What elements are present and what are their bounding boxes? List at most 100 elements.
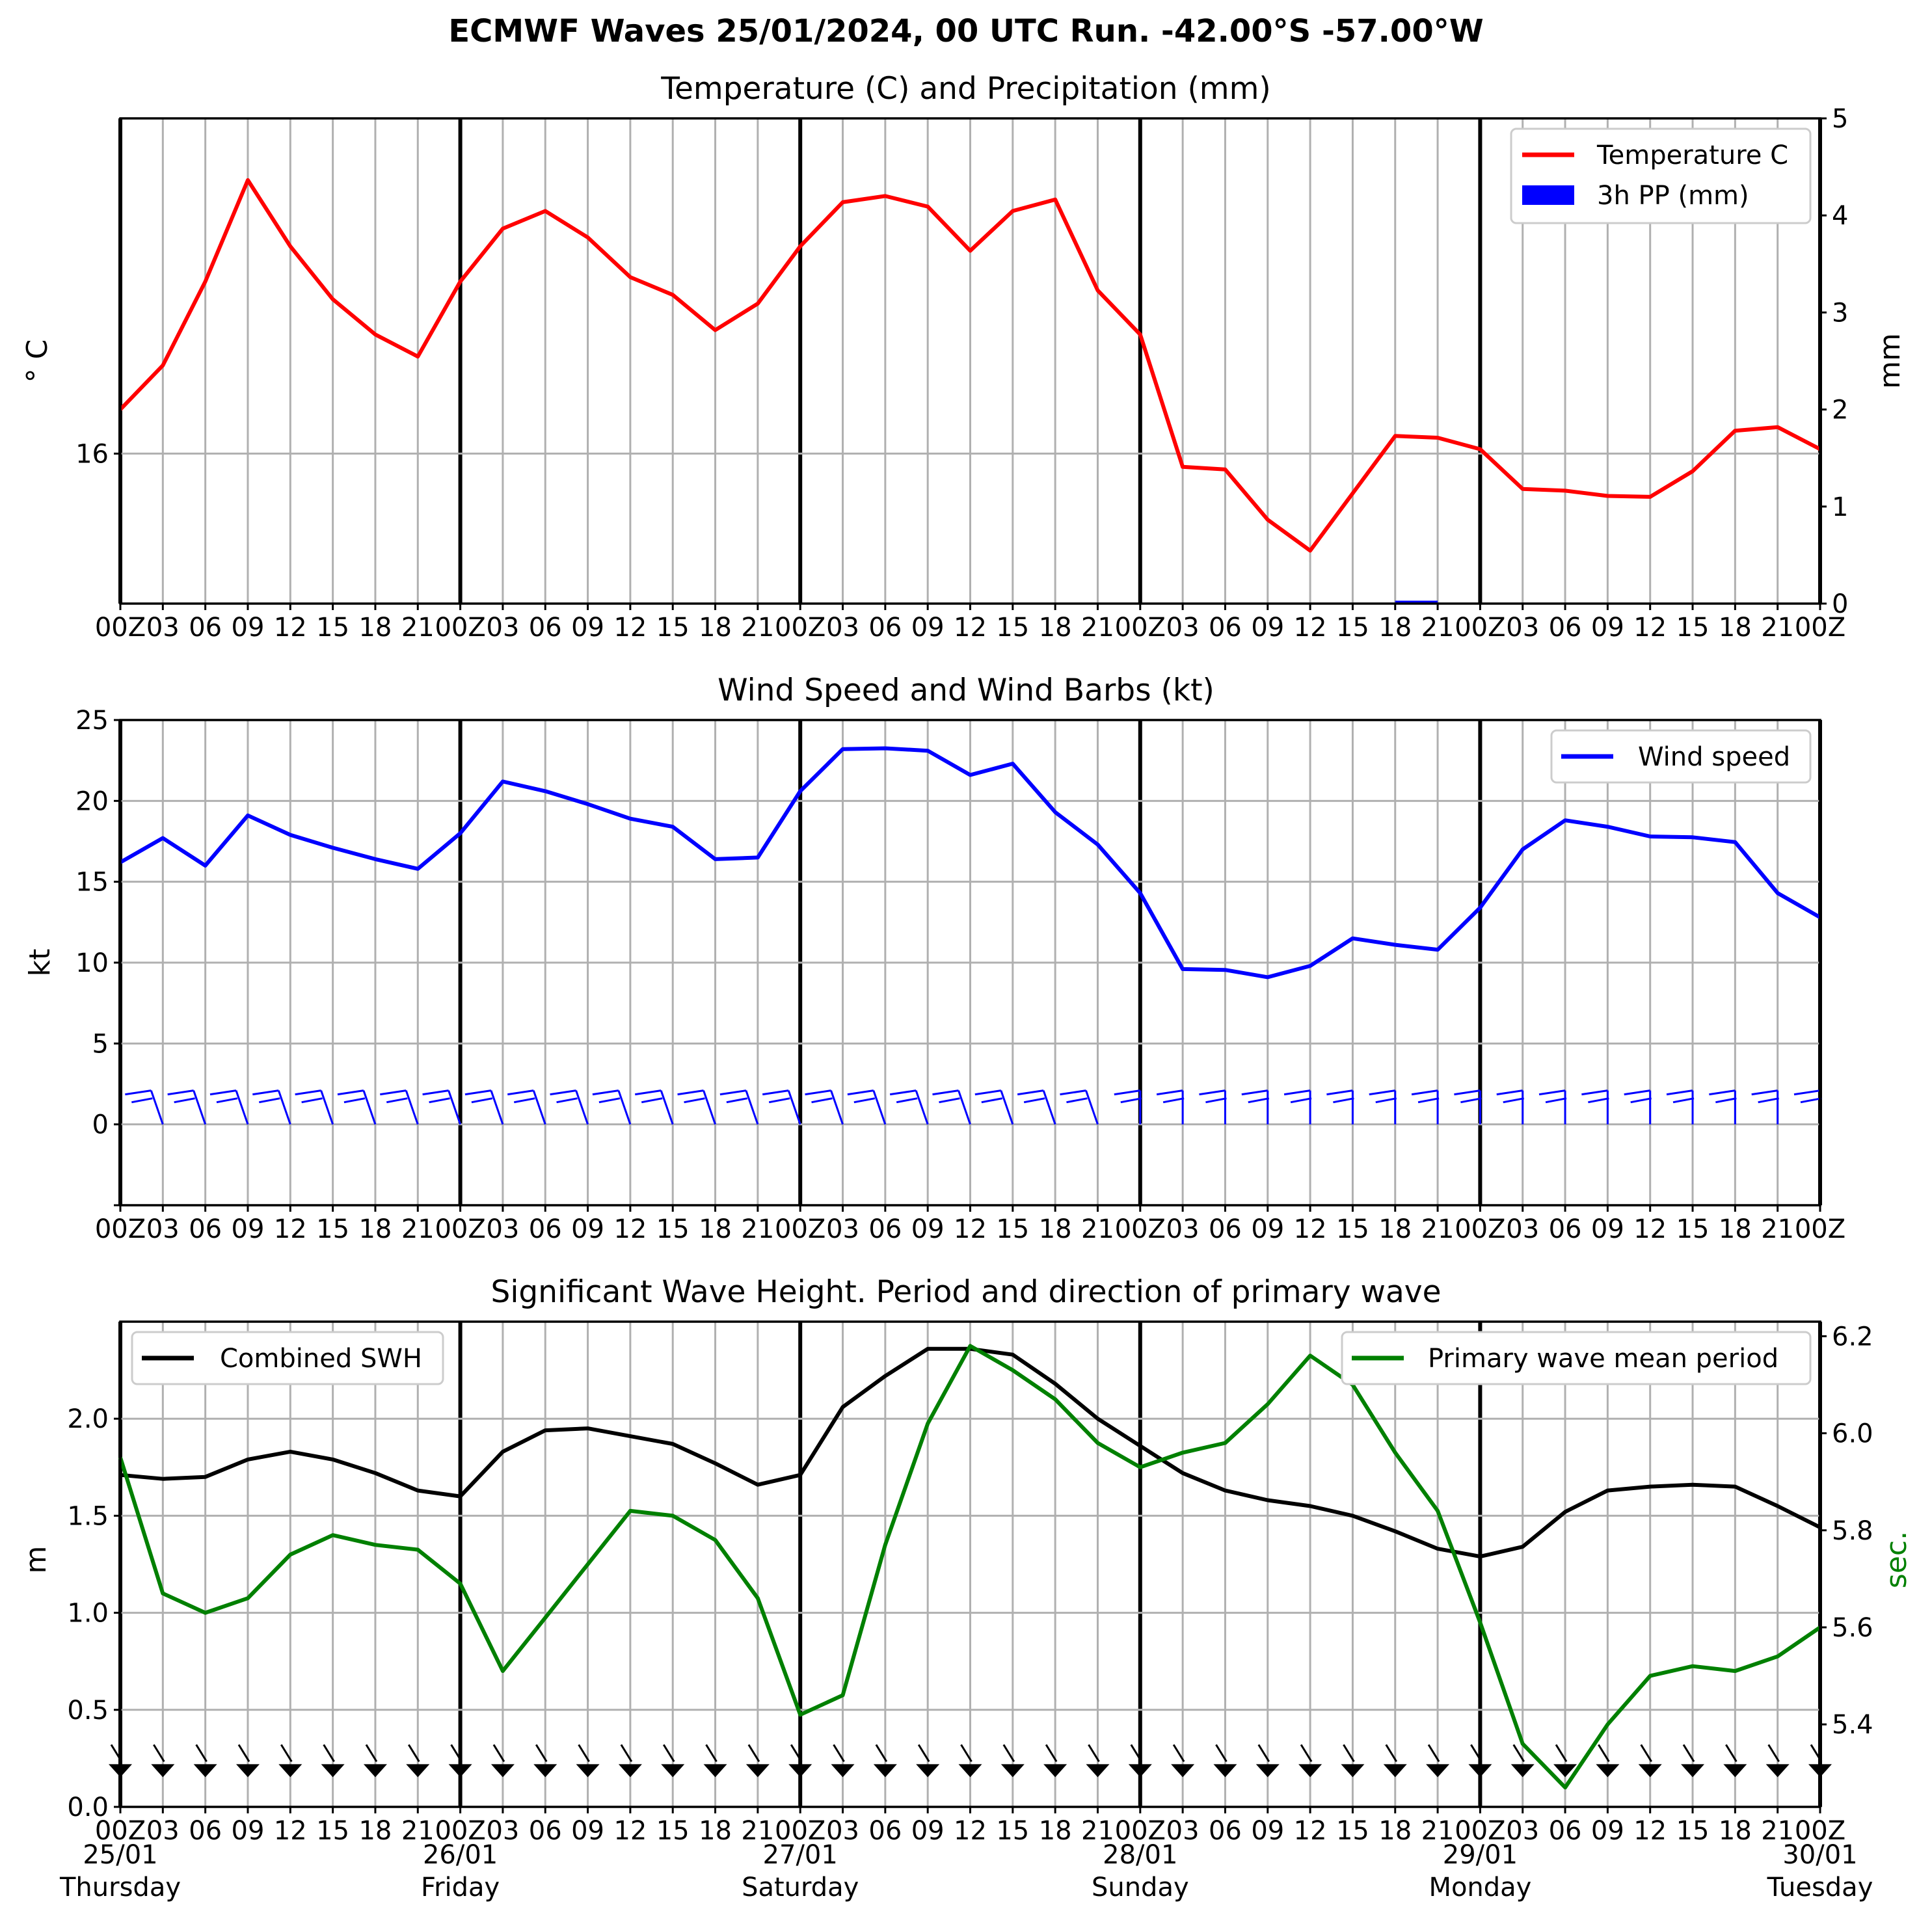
x-tick-label: 03 <box>486 613 519 643</box>
wind-barb <box>1581 1089 1608 1096</box>
arrow-shaft <box>1470 1744 1483 1763</box>
arrow-head <box>1510 1764 1535 1778</box>
arrow-head <box>1468 1764 1492 1778</box>
arrow-shaft <box>280 1744 293 1763</box>
x-tick-label: 18 <box>699 1214 732 1244</box>
x-tick-label: 18 <box>1039 613 1072 643</box>
x-tick-label: 15 <box>996 1816 1029 1846</box>
arrow-shaft <box>407 1744 420 1763</box>
wave-direction-arrow <box>1638 1744 1662 1778</box>
y2-tick-label: 5.8 <box>1832 1516 1873 1546</box>
x-tick-label: 06 <box>529 1214 562 1244</box>
wind-barb <box>703 1090 716 1125</box>
wind-barb <box>471 1097 493 1104</box>
wind-barb <box>1503 1097 1525 1104</box>
wind-barb <box>1290 1097 1312 1104</box>
x-tick-label: 06 <box>189 1816 222 1846</box>
wind-barb <box>1333 1097 1354 1104</box>
arrow-head <box>278 1764 302 1778</box>
arrow-head <box>490 1764 515 1778</box>
x-tick-label: 18 <box>358 1816 392 1846</box>
arrow-shaft <box>153 1744 165 1763</box>
wave-direction-arrow <box>958 1744 982 1778</box>
wind-barb <box>252 1089 279 1096</box>
x-tick-label: 15 <box>656 1214 690 1244</box>
wave-grid <box>118 1322 1822 1808</box>
wind-barb <box>847 1089 874 1096</box>
wind-barb <box>1545 1097 1567 1104</box>
wind-barb <box>617 1090 632 1125</box>
wave-marks <box>109 1344 1832 1790</box>
day-date-label: 25/01 <box>83 1840 157 1870</box>
arrow-shaft <box>1598 1744 1610 1763</box>
x-tick-label: 15 <box>656 1816 690 1846</box>
y2-tick-label: 2 <box>1832 395 1848 425</box>
legend-swh-label: Combined SWH <box>220 1344 422 1374</box>
wind-barb <box>768 1097 790 1104</box>
x-tick-label: 18 <box>1378 613 1412 643</box>
wind-barb <box>915 1090 929 1125</box>
wind-barb <box>532 1090 546 1125</box>
wave-direction-arrow <box>1000 1744 1025 1778</box>
y2-tick-label: 6.2 <box>1832 1322 1873 1352</box>
y-tick-label: 2.0 <box>67 1404 109 1434</box>
wind-barb <box>896 1097 918 1104</box>
x-tick-label: 18 <box>699 1816 732 1846</box>
x-tick-label: 18 <box>358 613 392 643</box>
wind-barb <box>1326 1089 1353 1096</box>
x-tick-label: 09 <box>911 1214 945 1244</box>
x-tick-label: 21 <box>741 1214 774 1244</box>
x-tick-label: 12 <box>954 1214 987 1244</box>
y-tick-label: 25 <box>75 706 109 736</box>
wind-barb <box>1588 1097 1609 1104</box>
x-tick-label: 21 <box>741 1816 774 1846</box>
arrow-head <box>916 1764 940 1778</box>
arrow-shaft <box>1130 1744 1143 1763</box>
x-tick-label: 09 <box>232 1816 265 1846</box>
wave-direction-arrow <box>661 1744 685 1778</box>
x-tick-label: 12 <box>274 613 307 643</box>
x-tick-label: 21 <box>1081 1816 1114 1846</box>
x-tick-label: 06 <box>868 613 902 643</box>
y-tick-label: 5 <box>92 1029 109 1059</box>
wind-barb <box>1156 1089 1183 1096</box>
x-tick-label: 00Z <box>435 1214 485 1244</box>
wind-barb <box>1023 1097 1045 1104</box>
x-tick-label: 09 <box>232 613 265 643</box>
wave-y2label: sec. <box>1880 1531 1913 1588</box>
arrow-shaft <box>917 1744 930 1763</box>
x-tick-label: 18 <box>699 613 732 643</box>
arrow-head <box>1086 1764 1110 1778</box>
arrow-shaft <box>620 1744 633 1763</box>
wind-barb <box>464 1089 492 1096</box>
day-date-label: 26/01 <box>423 1840 498 1870</box>
x-tick-label: 15 <box>996 613 1029 643</box>
wind-barb <box>1411 1089 1438 1096</box>
wind-barb <box>1283 1089 1311 1096</box>
wind-barb <box>719 1089 747 1096</box>
wind-barb <box>1666 1089 1693 1096</box>
wind-barb <box>889 1089 917 1096</box>
y-tick-label: 0.5 <box>67 1696 109 1726</box>
arrow-head <box>1171 1764 1195 1778</box>
wind-barb <box>1248 1097 1270 1104</box>
wind-barb <box>490 1090 504 1125</box>
x-tick-label: 00Z <box>1795 613 1845 643</box>
wind-legend: Wind speed <box>1550 729 1812 784</box>
x-tick-label: 03 <box>1166 613 1200 643</box>
arrow-shaft <box>833 1744 845 1763</box>
x-tick-label: 12 <box>274 1816 307 1846</box>
wind-barb <box>932 1089 959 1096</box>
x-tick-label: 06 <box>1549 1816 1582 1846</box>
arrow-shaft <box>790 1744 803 1763</box>
arrow-shaft <box>1767 1744 1780 1763</box>
arrow-shaft <box>578 1744 590 1763</box>
x-tick-label: 15 <box>316 613 349 643</box>
legend-wind-label: Wind speed <box>1638 742 1790 772</box>
wind-barb <box>429 1097 450 1104</box>
x-tick-label: 00Z <box>775 1816 825 1846</box>
x-tick-label: 21 <box>1761 1214 1794 1244</box>
day-labels: 25/01 Thursday 26/01 Friday 27/01 Saturday 28/… <box>59 1840 1873 1902</box>
x-tick-label: 00Z <box>95 1816 146 1846</box>
